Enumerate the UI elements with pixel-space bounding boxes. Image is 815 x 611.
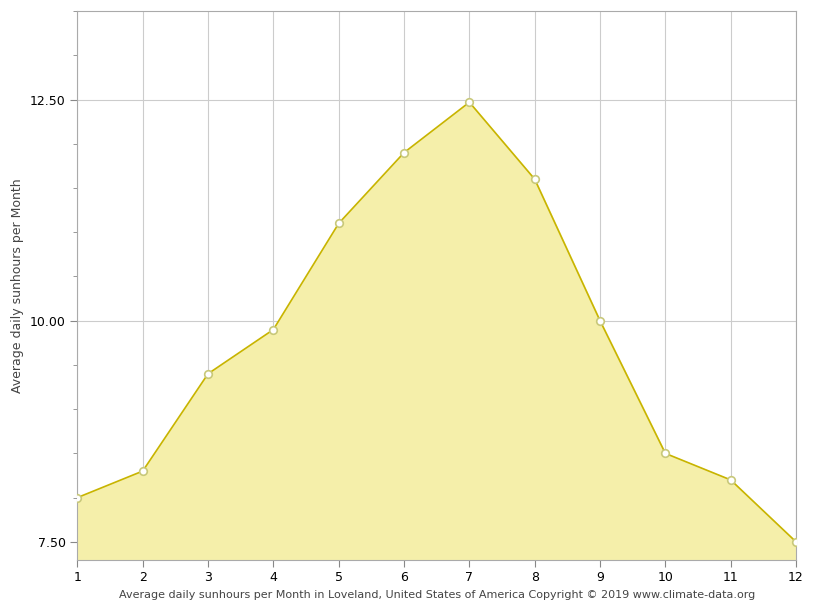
Point xyxy=(463,97,476,107)
Point xyxy=(267,324,280,334)
Point xyxy=(71,492,84,502)
Point xyxy=(528,174,541,184)
X-axis label: Average daily sunhours per Month in Loveland, United States of America Copyright: Average daily sunhours per Month in Love… xyxy=(118,590,755,600)
Point xyxy=(333,219,346,229)
Point xyxy=(136,466,149,476)
Point xyxy=(398,148,411,158)
Point xyxy=(790,537,803,547)
Point xyxy=(593,316,606,326)
Y-axis label: Average daily sunhours per Month: Average daily sunhours per Month xyxy=(11,178,24,393)
Point xyxy=(659,448,672,458)
Point xyxy=(725,475,738,485)
Point xyxy=(201,369,214,379)
